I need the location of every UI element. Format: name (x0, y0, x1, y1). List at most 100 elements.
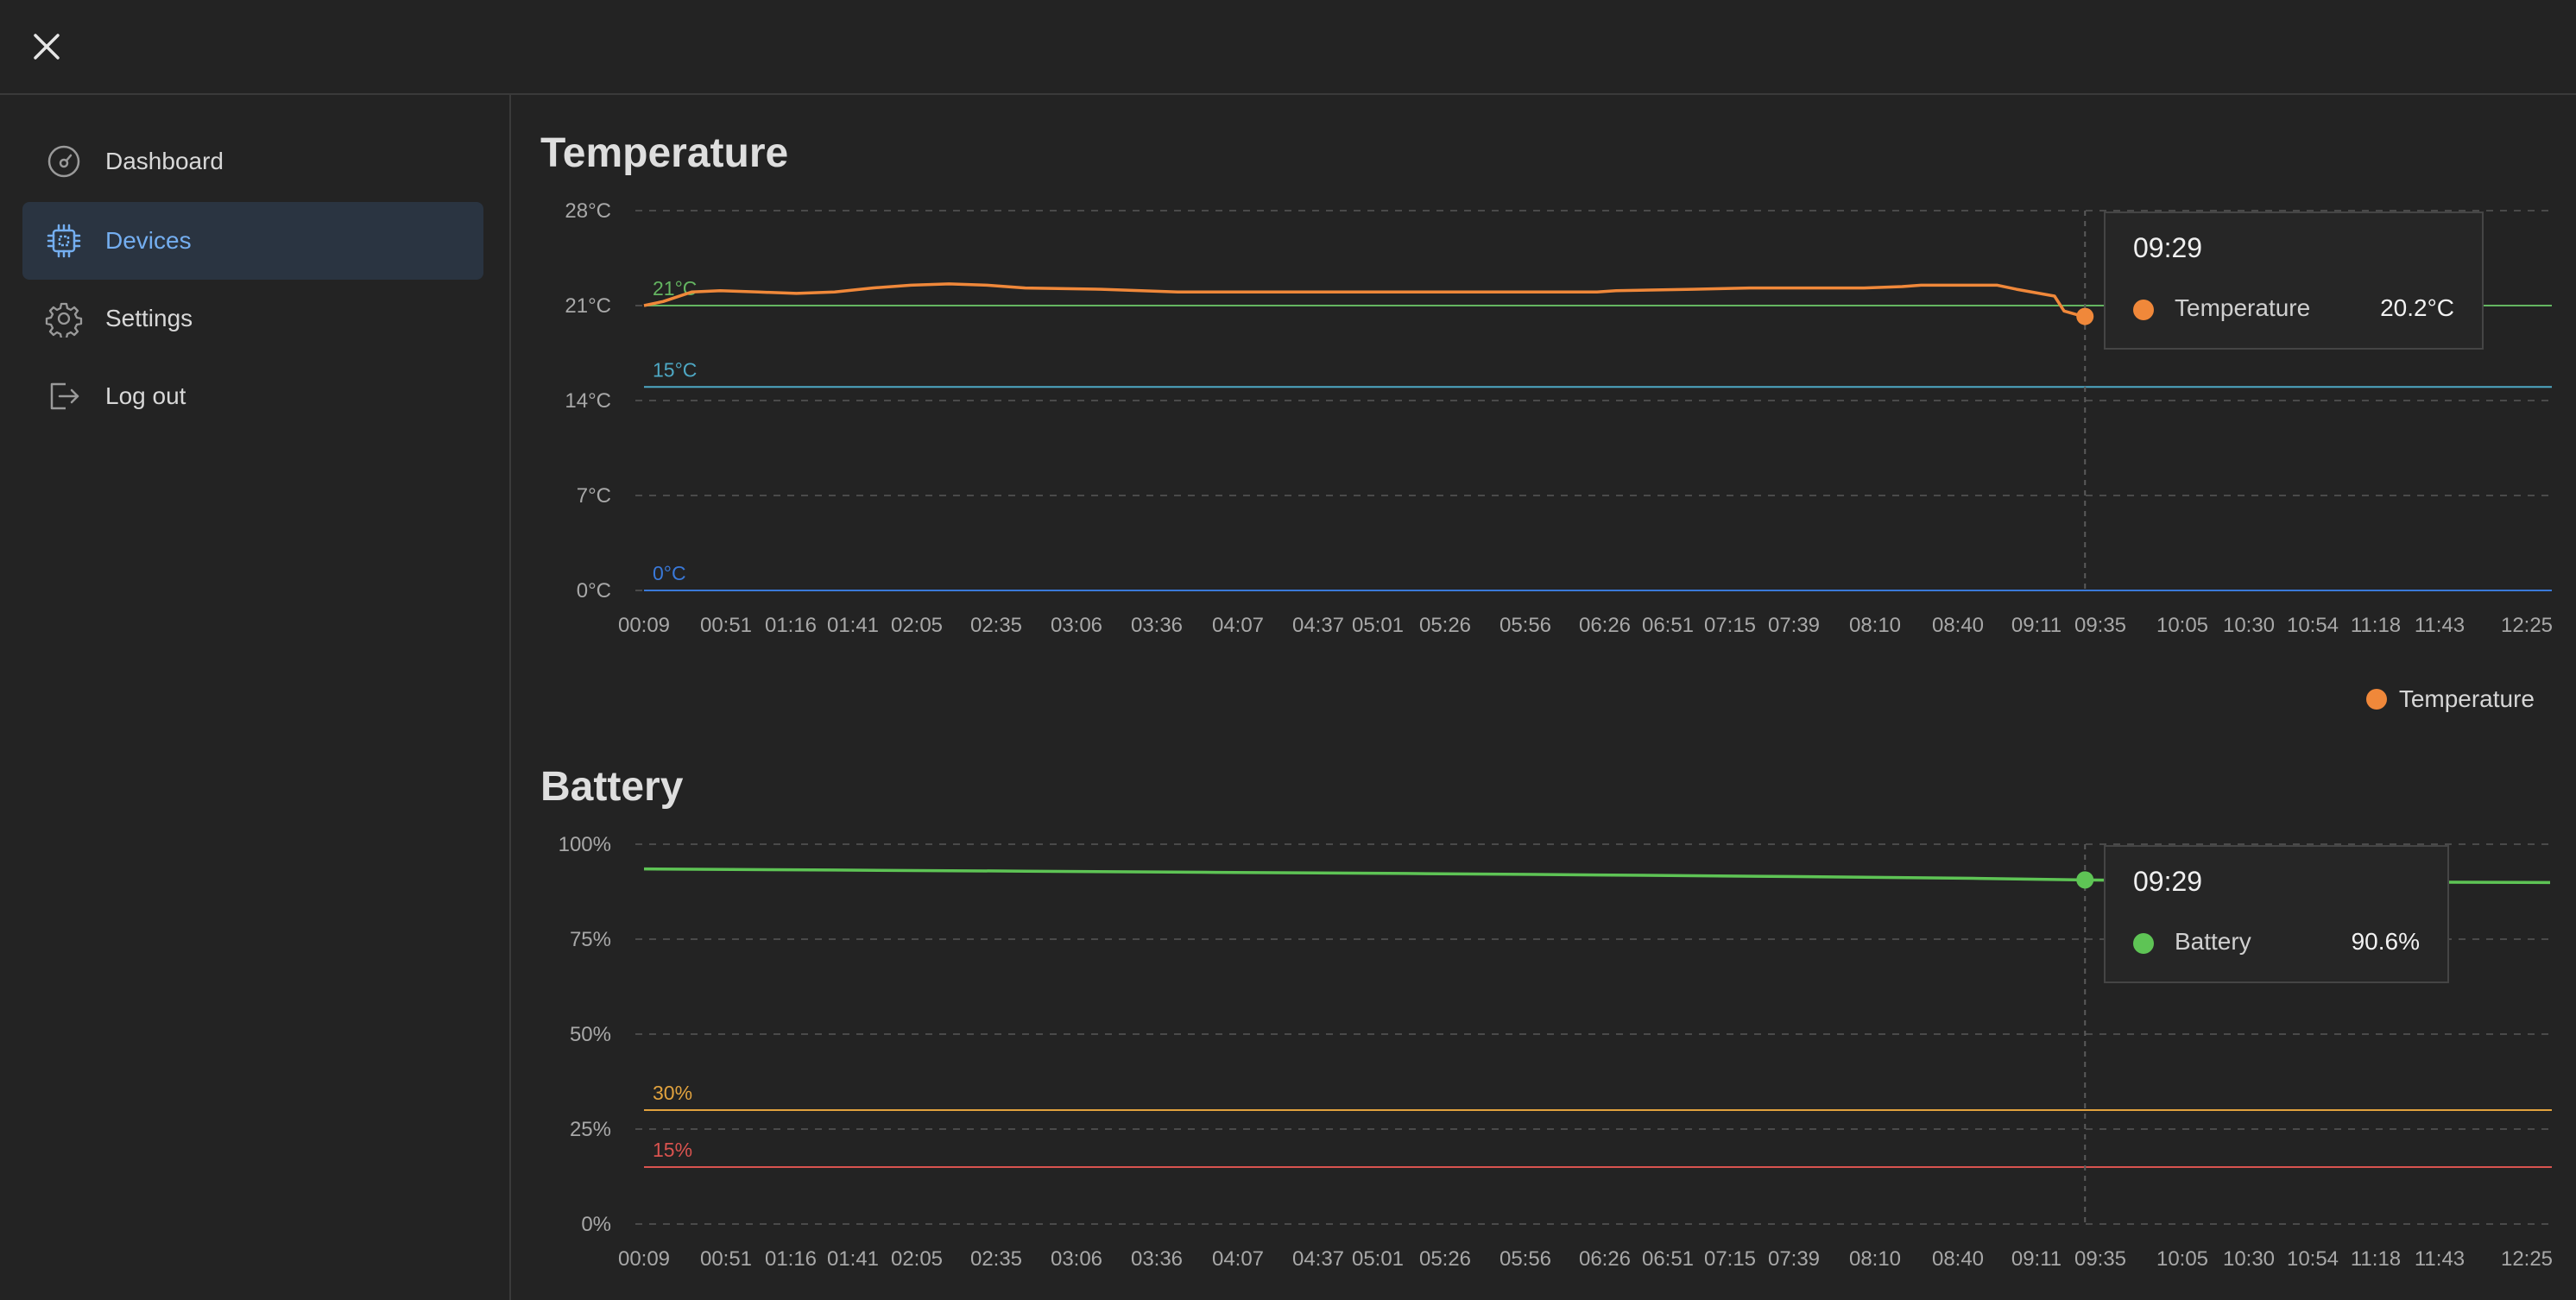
x-tick-label: 03:36 (1131, 1247, 1183, 1271)
x-tick-label: 03:06 (1051, 1247, 1102, 1271)
gauge-icon (43, 141, 85, 182)
x-tick-label: 12:25 (2501, 614, 2553, 637)
sidebar-item-logout[interactable]: Log out (22, 357, 483, 435)
sidebar-item-devices[interactable]: Devices (22, 202, 483, 280)
temperature-legend[interactable]: Temperature (2365, 685, 2535, 713)
sidebar-item-label: Log out (105, 382, 186, 409)
cursor-point (2076, 307, 2094, 325)
x-tick-label: 05:26 (1419, 614, 1471, 637)
x-tick-label: 06:26 (1579, 614, 1631, 637)
tooltip-value: 20.2°C (2380, 294, 2454, 321)
x-tick-label: 02:35 (970, 614, 1022, 637)
tooltip-series-dot (2133, 300, 2154, 320)
gear-icon (43, 298, 85, 339)
series-line (643, 282, 2093, 319)
y-tick-label: 50% (570, 1023, 611, 1046)
reference-line-label: 15% (653, 1139, 692, 1161)
x-tick-label: 08:40 (1932, 614, 1984, 637)
x-tick-label: 10:30 (2223, 1247, 2275, 1271)
x-tick-label: 07:15 (1704, 1247, 1756, 1271)
x-tick-label: 05:56 (1500, 1247, 1551, 1271)
x-tick-label: 03:06 (1051, 614, 1102, 637)
x-tick-label: 09:11 (2011, 1247, 2061, 1271)
x-tick-label: 11:43 (2415, 1247, 2465, 1271)
close-icon (34, 34, 60, 60)
x-tick-label: 04:37 (1292, 614, 1344, 637)
x-tick-label: 07:15 (1704, 614, 1756, 637)
sidebar-item-label: Dashboard (105, 148, 224, 174)
y-tick-label: 0°C (577, 579, 611, 603)
x-tick-label: 01:41 (827, 614, 879, 637)
y-tick-label: 21°C (565, 294, 611, 318)
tooltip-value: 90.6% (2351, 928, 2420, 955)
x-tick-label: 10:54 (2287, 614, 2339, 637)
x-tick-label: 05:56 (1500, 614, 1551, 637)
sidebar-item-dashboard[interactable]: Dashboard (22, 123, 483, 200)
x-tick-label: 01:41 (827, 1247, 879, 1271)
reference-line-label: 30% (653, 1082, 692, 1104)
x-tick-label: 11:18 (2351, 1247, 2401, 1271)
sidebar-item-settings[interactable]: Settings (22, 280, 483, 357)
y-tick-label: 28°C (565, 199, 611, 223)
x-tick-label: 08:10 (1849, 1247, 1901, 1271)
x-tick-label: 07:39 (1768, 614, 1820, 637)
tooltip-label: Battery (2175, 928, 2251, 955)
temperature-title: Temperature (540, 130, 789, 176)
reference-line-label: 21°C (653, 277, 697, 300)
battery-tooltip: 09:29 Battery 90.6% (2104, 845, 2449, 983)
battery-title: Battery (540, 764, 684, 810)
cursor-point (2076, 871, 2094, 889)
x-tick-label: 06:51 (1642, 1247, 1694, 1271)
x-tick-label: 01:16 (765, 1247, 817, 1271)
x-tick-label: 02:05 (891, 614, 943, 637)
x-tick-label: 05:26 (1419, 1247, 1471, 1271)
x-tick-label: 12:25 (2501, 1247, 2553, 1271)
chip-icon (43, 220, 85, 262)
x-tick-label: 08:10 (1849, 614, 1901, 637)
y-tick-label: 25% (570, 1118, 611, 1141)
legend-label: Temperature (2398, 685, 2535, 712)
y-tick-label: 14°C (565, 389, 611, 413)
x-tick-label: 08:40 (1932, 1247, 1984, 1271)
tooltip-label: Temperature (2175, 294, 2311, 321)
x-tick-label: 02:35 (970, 1247, 1022, 1271)
x-tick-label: 11:43 (2415, 614, 2465, 637)
x-tick-label: 01:16 (765, 614, 817, 637)
temperature-chart[interactable]: 0°C 7°C 14°C 21°C 28°C 00:09 00:51 01:16 01:41 02… (540, 199, 2553, 647)
top-bar (0, 0, 2576, 95)
x-tick-label: 09:35 (2074, 614, 2126, 637)
temperature-tooltip: 09:29 Temperature 20.2°C (2104, 211, 2484, 350)
x-tick-label: 09:35 (2074, 1247, 2126, 1271)
x-tick-label: 00:51 (700, 614, 752, 637)
legend-dot (2365, 689, 2387, 710)
x-tick-label: 00:09 (618, 614, 670, 637)
x-tick-label: 10:30 (2223, 614, 2275, 637)
x-tick-label: 03:36 (1131, 614, 1183, 637)
y-tick-label: 7°C (577, 484, 611, 508)
y-tick-label: 100% (559, 833, 611, 856)
x-tick-label: 10:05 (2156, 614, 2208, 637)
x-tick-label: 00:51 (700, 1247, 752, 1271)
battery-chart[interactable]: 0% 25% 50% 75% 100% 00:09 00:51 01:16 01:41 02:05… (540, 832, 2553, 1281)
x-tick-label: 09:11 (2011, 614, 2061, 637)
y-tick-label: 0% (581, 1213, 611, 1236)
x-tick-label: 11:18 (2351, 614, 2401, 637)
sidebar-item-label: Settings (105, 305, 193, 331)
close-button[interactable] (26, 26, 67, 67)
tooltip-time: 09:29 (2133, 232, 2203, 263)
x-tick-label: 06:26 (1579, 1247, 1631, 1271)
x-tick-label: 05:01 (1352, 614, 1404, 637)
logout-icon (43, 375, 85, 417)
reference-line-label: 15°C (653, 358, 697, 381)
sidebar: Dashboard Devices Settings (0, 95, 511, 1300)
x-tick-label: 05:01 (1352, 1247, 1404, 1271)
x-tick-label: 00:09 (618, 1247, 670, 1271)
reference-line-label: 0°C (653, 562, 686, 584)
x-tick-label: 04:07 (1212, 614, 1264, 637)
x-tick-label: 10:54 (2287, 1247, 2339, 1271)
x-tick-label: 06:51 (1642, 614, 1694, 637)
sidebar-item-label: Devices (105, 227, 192, 254)
x-tick-label: 04:37 (1292, 1247, 1344, 1271)
tooltip-series-dot (2133, 933, 2154, 954)
x-tick-label: 04:07 (1212, 1247, 1264, 1271)
